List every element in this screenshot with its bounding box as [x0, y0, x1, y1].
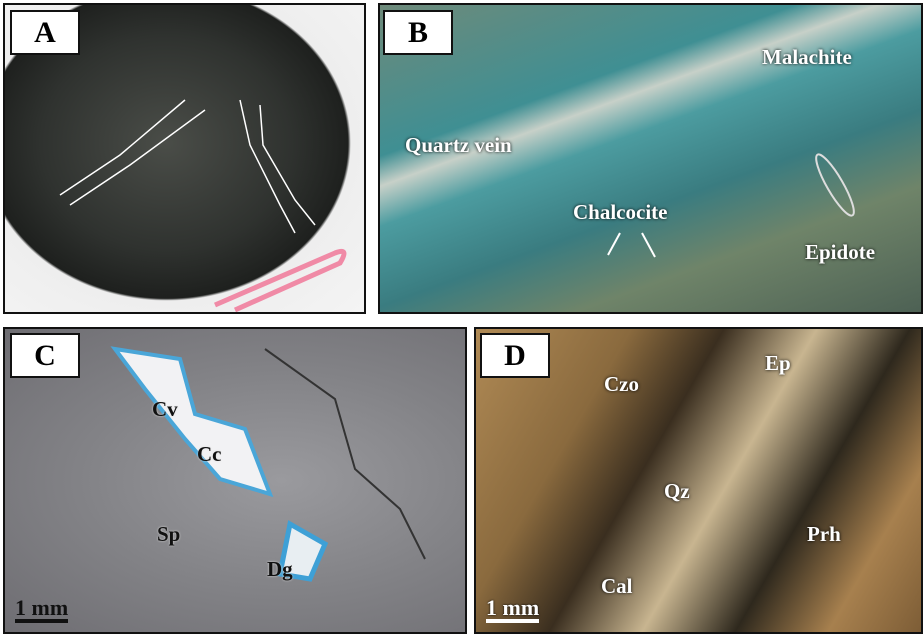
- annotation: Cv: [152, 397, 178, 421]
- annotation: Malachite: [762, 45, 852, 69]
- panel-label: D: [480, 333, 550, 378]
- annotation: Quartz vein: [405, 133, 512, 157]
- annotation: Prh: [807, 522, 841, 546]
- panel-label: C: [10, 333, 80, 378]
- pointers: [607, 153, 855, 258]
- annotation: Epidote: [805, 240, 876, 264]
- annotation: Qz: [664, 479, 690, 503]
- scale-bar: 1 mm: [486, 597, 540, 623]
- annotation: Chalcocite: [573, 200, 668, 224]
- annotation: Cal: [601, 574, 633, 598]
- panel-label: B: [383, 10, 453, 55]
- mineral-patches: [110, 346, 426, 582]
- photo-panel: D Czo Ep Qz Prh Cal 1 mm: [474, 327, 923, 634]
- annotation: Czo: [604, 372, 639, 396]
- annotation: Ep: [765, 351, 791, 375]
- annotation: Cc: [197, 442, 222, 466]
- annotation: Dg: [267, 557, 293, 581]
- photo-panel: B Malachite Quartz vein Chalcocite Epido…: [378, 3, 923, 314]
- scale-bar: 1 mm: [15, 597, 69, 623]
- photo-panel: A: [3, 3, 366, 314]
- annotation: Sp: [157, 522, 181, 546]
- panel-label: A: [10, 10, 80, 55]
- photo-panel: C Cv Cc Sp Dg 1 mm: [3, 327, 467, 634]
- vein-outlines: [59, 99, 347, 312]
